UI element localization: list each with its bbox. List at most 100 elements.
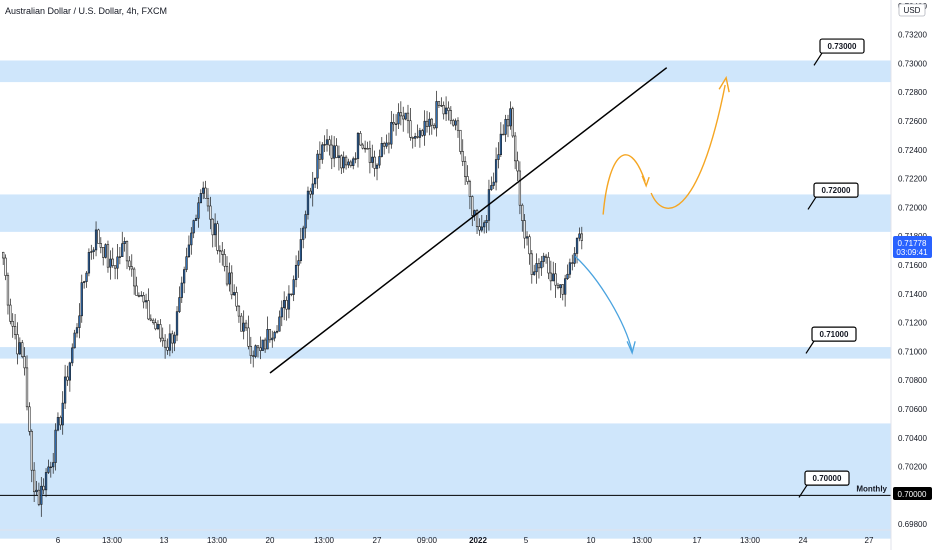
orange-arrowhead: [718, 75, 730, 93]
price-zone-2: [0, 347, 891, 359]
candle-body: [535, 263, 538, 273]
candle-body: [444, 107, 448, 115]
candle-body: [137, 295, 141, 297]
time-tick-label: 20: [266, 536, 275, 545]
candle-body: [340, 155, 343, 169]
candle-body: [514, 135, 517, 162]
candle-body: [235, 292, 238, 307]
candle-body: [537, 263, 541, 269]
time-axis[interactable]: 6 13:00 13 13:00 20 13:00 27 09:00 2022 5 10 13:00 1…: [56, 536, 874, 545]
price-tick-label: 0.70600: [898, 405, 927, 414]
candle-body: [133, 268, 136, 287]
candle-body: [40, 485, 43, 505]
candle-body: [75, 327, 79, 334]
orange-projection-rally: [650, 84, 726, 209]
candle-body: [475, 210, 479, 227]
candle-body: [128, 260, 131, 267]
candle-body: [135, 285, 138, 296]
candle-body: [218, 250, 222, 252]
candle-body: [204, 187, 207, 199]
candle-body: [142, 295, 145, 303]
candle-body: [285, 299, 288, 310]
candle-body: [356, 133, 360, 159]
candle-body: [547, 257, 550, 274]
candle-body: [59, 417, 62, 426]
time-tick-label: 13:00: [632, 536, 653, 545]
candle-body: [299, 239, 302, 261]
candle-body: [33, 469, 36, 493]
candle-body: [275, 330, 279, 333]
candle-body: [230, 272, 233, 296]
candle-body: [237, 305, 241, 317]
price-tick-label: 0.73200: [898, 31, 927, 40]
candle-body: [90, 251, 93, 253]
candle-body: [254, 345, 257, 357]
candle-body: [330, 144, 333, 159]
zone-label-text-2: 0.71000: [820, 330, 849, 339]
candle-body: [423, 120, 426, 136]
zone-label-text-3: 0.70000: [813, 474, 842, 483]
candle-body: [373, 156, 376, 169]
zone-label-box-1: [813, 182, 859, 198]
candle-body: [504, 118, 507, 135]
candle-body: [156, 324, 160, 330]
zone-label-pointer-2: [805, 340, 815, 354]
price-tick-label: 0.72200: [898, 175, 927, 184]
candle-body: [566, 273, 569, 280]
candle-body: [261, 339, 264, 351]
candle-body: [363, 147, 367, 150]
last-price-tag: 0.71778 03:09:41: [893, 236, 932, 258]
candle-body: [556, 284, 560, 289]
candle-body: [149, 318, 152, 321]
candle-body: [123, 241, 126, 244]
candle-body: [347, 161, 350, 166]
candle-body: [549, 272, 552, 282]
candle-body: [564, 278, 567, 295]
time-tick-label: 17: [693, 536, 702, 545]
candle-body: [318, 153, 322, 160]
blue-arrowhead: [626, 341, 636, 355]
candle-body: [544, 255, 548, 258]
monthly-price-value: 0.70000: [898, 490, 927, 499]
candle-body: [516, 160, 519, 172]
trendline: [269, 67, 668, 374]
candle-body: [109, 258, 112, 268]
candle-body: [344, 156, 348, 166]
candle-body: [71, 347, 74, 364]
candle-body: [411, 137, 414, 139]
candle-body: [116, 256, 119, 269]
candle-body: [518, 170, 522, 206]
candle-body: [249, 345, 252, 356]
price-tick-label: 0.70400: [898, 434, 927, 443]
candle-body: [511, 108, 514, 137]
candle-body: [206, 198, 210, 207]
candle-body: [304, 214, 307, 229]
candle-body: [406, 112, 410, 122]
candle-body: [478, 226, 481, 231]
candle-body: [468, 181, 472, 197]
trendline-layer[interactable]: [269, 67, 668, 374]
candle-body: [480, 226, 483, 231]
candle-body: [466, 176, 469, 182]
candle-body: [371, 156, 374, 163]
price-axis[interactable]: 0.734000.732000.730000.728000.726000.724…: [898, 2, 927, 529]
candle-body: [342, 156, 345, 169]
candle-body: [492, 181, 495, 186]
candle-body: [380, 143, 383, 157]
candle-body: [416, 136, 419, 138]
chart-title: Australian Dollar / U.S. Dollar, 4h, FXC…: [5, 6, 167, 16]
candle-body: [309, 190, 312, 195]
candle-body: [35, 489, 38, 493]
candle-body: [368, 148, 372, 163]
candle-body: [11, 321, 14, 327]
candle-body: [21, 342, 24, 357]
candle-body: [306, 190, 310, 215]
candle-body: [499, 133, 502, 155]
zone-label-pointer-1: [807, 196, 817, 210]
candle-body: [287, 293, 291, 310]
candle-body: [385, 142, 388, 147]
price-zone-0: [0, 60, 891, 83]
candle-body: [102, 247, 105, 258]
candle-body: [68, 362, 71, 381]
